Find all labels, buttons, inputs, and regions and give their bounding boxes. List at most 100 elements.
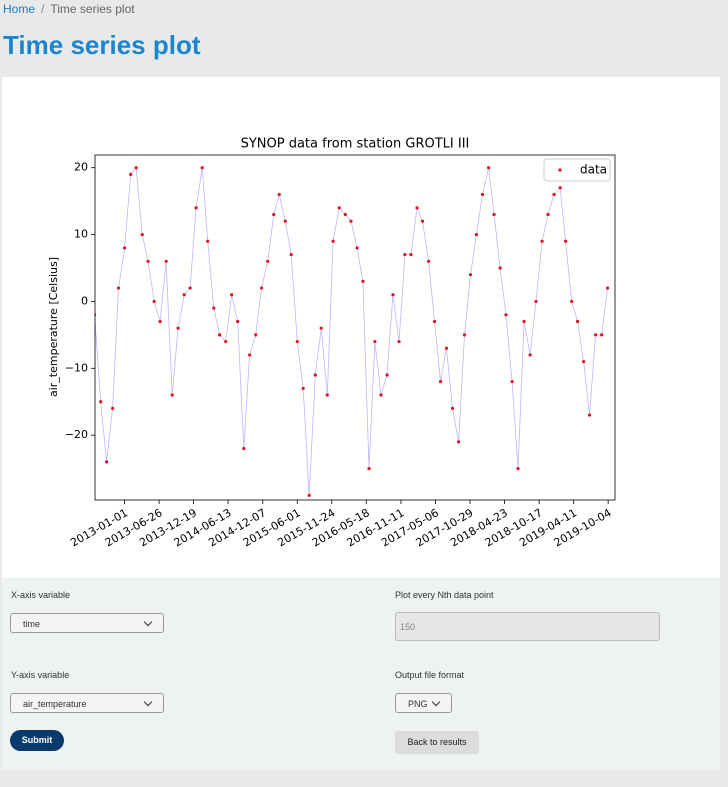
format-select[interactable]: PNG [395, 693, 452, 713]
y-tick-label: −10 [65, 361, 88, 374]
data-point [444, 346, 449, 350]
data-point [224, 339, 228, 344]
y-tick-label: −20 [65, 428, 88, 441]
data-point [367, 466, 371, 471]
field-label: Y-axis variable [11, 670, 70, 680]
data-point [522, 319, 526, 324]
data-point [582, 359, 586, 364]
x-select[interactable]: time [10, 613, 164, 633]
data-point [528, 353, 532, 357]
data-point [295, 339, 299, 344]
data-point [349, 219, 353, 223]
data-point [277, 192, 281, 197]
data-point [122, 246, 127, 250]
data-point [337, 206, 341, 210]
data-point [510, 380, 514, 384]
data-point [516, 466, 520, 471]
data-point [343, 212, 347, 217]
data-point [134, 166, 138, 170]
submit-button[interactable]: Submit [10, 730, 64, 751]
data-point [355, 246, 359, 250]
data-point [409, 253, 413, 257]
legend-marker [558, 168, 562, 172]
data-point [99, 400, 103, 404]
data-point [480, 192, 485, 197]
data-point [540, 239, 544, 243]
legend: data [543, 158, 611, 182]
data-point [492, 212, 496, 217]
data-point [605, 286, 610, 290]
chart-title: SYNOP data from station GROTLI III [241, 137, 470, 152]
data-point [164, 259, 168, 263]
data-point [450, 406, 455, 411]
data-point [146, 259, 150, 263]
data-point [373, 339, 377, 344]
data-point [432, 319, 437, 324]
data-point [361, 279, 365, 283]
data-point [379, 393, 383, 397]
data-point [403, 253, 407, 257]
data-point [242, 446, 246, 451]
data-point [266, 259, 270, 263]
data-point [426, 259, 431, 263]
y-tick-label: 20 [74, 161, 88, 174]
field-label: Output file format [395, 670, 465, 680]
field-label: Plot every Nth data point [395, 590, 494, 600]
data-point [420, 219, 425, 223]
data-point [385, 373, 389, 377]
data-point [158, 319, 162, 324]
y-select[interactable]: air_temperature [10, 693, 164, 713]
data-point [587, 413, 592, 417]
data-point [272, 212, 276, 217]
data-point [230, 293, 234, 297]
data-point [212, 306, 216, 310]
data-point [325, 393, 329, 397]
data-point [152, 299, 156, 304]
home-link[interactable]: Home [3, 2, 36, 16]
data-point [575, 319, 580, 324]
data-point [200, 166, 204, 170]
data-point [331, 239, 335, 243]
data-point [564, 239, 568, 243]
data-point [248, 353, 252, 357]
series-line [95, 166, 608, 496]
data-point [498, 266, 502, 270]
y-tick-label: 0 [81, 294, 88, 307]
nth-input[interactable]: 150 [395, 612, 660, 641]
data-point [283, 219, 287, 223]
data-point [456, 440, 461, 444]
current-page: Time series plot [50, 2, 135, 16]
data-point [260, 286, 264, 290]
data-point [593, 333, 598, 337]
data-point [182, 293, 186, 297]
plot-form: X-axis variable time Plot every Nth data… [2, 578, 720, 770]
data-point [600, 333, 604, 337]
data-point [504, 313, 508, 317]
data-point [129, 172, 133, 176]
data-point [546, 212, 550, 217]
data-point [301, 386, 305, 390]
separator: / [41, 2, 45, 16]
data-point [194, 206, 198, 210]
data-point [438, 380, 443, 384]
legend-box [543, 158, 611, 182]
data-point [218, 333, 222, 337]
data-point [206, 239, 210, 243]
back-button[interactable]: Back to results [395, 731, 479, 754]
data-point [313, 373, 317, 377]
chart: SYNOP data from station GROTLI III air_t… [47, 137, 616, 549]
field-label: X-axis variable [11, 590, 71, 600]
data-point [558, 186, 562, 190]
data-point [415, 206, 419, 210]
data-point [170, 393, 174, 397]
data-point [104, 460, 109, 464]
data-point [397, 339, 401, 344]
legend-label: data [580, 163, 607, 177]
data-point [116, 286, 121, 290]
data-point [319, 326, 323, 330]
data-point [462, 333, 467, 337]
data-point [468, 273, 473, 277]
data-point [552, 192, 556, 197]
data-point [534, 299, 538, 304]
